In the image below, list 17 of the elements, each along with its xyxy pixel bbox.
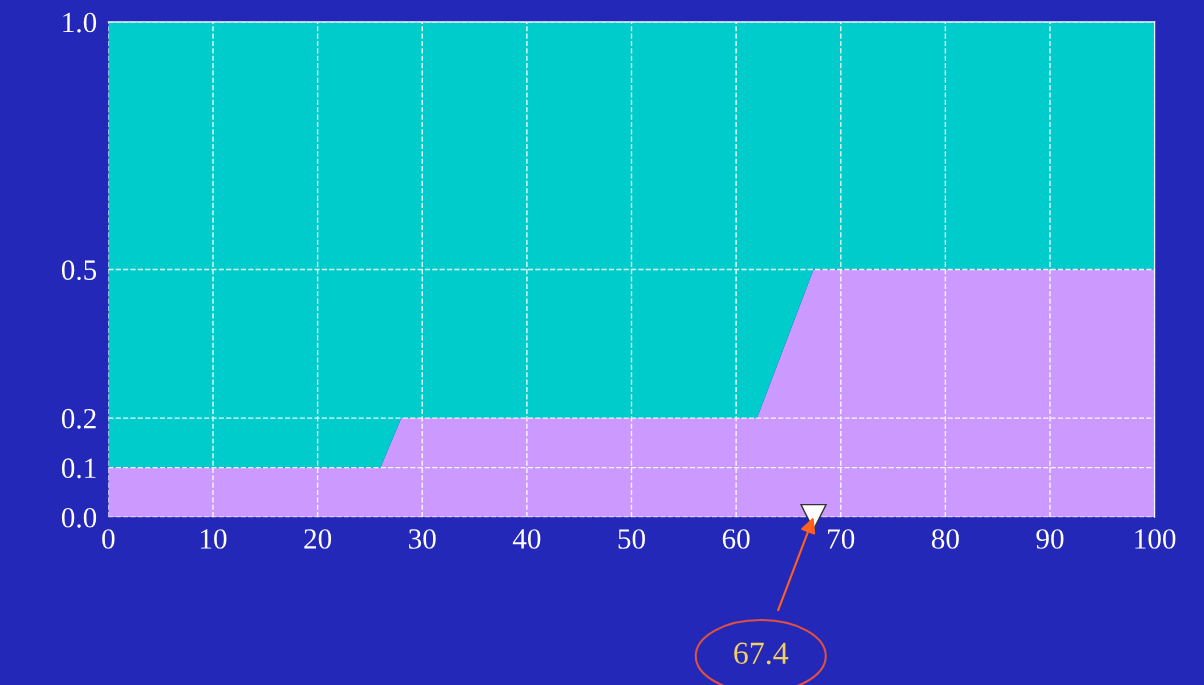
annotation: 67.4 bbox=[734, 642, 789, 665]
x-tick-label: 10 bbox=[200, 529, 227, 549]
x-tick-label: 60 bbox=[722, 529, 750, 549]
x-tick-label: 20 bbox=[304, 529, 332, 549]
x-tick-label: 40 bbox=[512, 529, 541, 549]
y-tick-label: 0.2 bbox=[61, 408, 96, 429]
y-tick-label: 1.0 bbox=[63, 12, 97, 33]
y-tick-label: 0.5 bbox=[61, 260, 97, 281]
x-tick-label: 30 bbox=[409, 529, 436, 549]
x-tick-label: 70 bbox=[828, 529, 855, 549]
y-tick-label: 0.1 bbox=[61, 458, 96, 479]
x-tick-label: 0 bbox=[102, 529, 115, 549]
x-tick-label: 50 bbox=[618, 529, 645, 549]
x-tick-label: 90 bbox=[1036, 529, 1064, 549]
x-tick-label: 100 bbox=[1135, 529, 1176, 549]
x-tick-label: 80 bbox=[931, 529, 959, 549]
y-tick-label: 0.0 bbox=[61, 507, 97, 528]
